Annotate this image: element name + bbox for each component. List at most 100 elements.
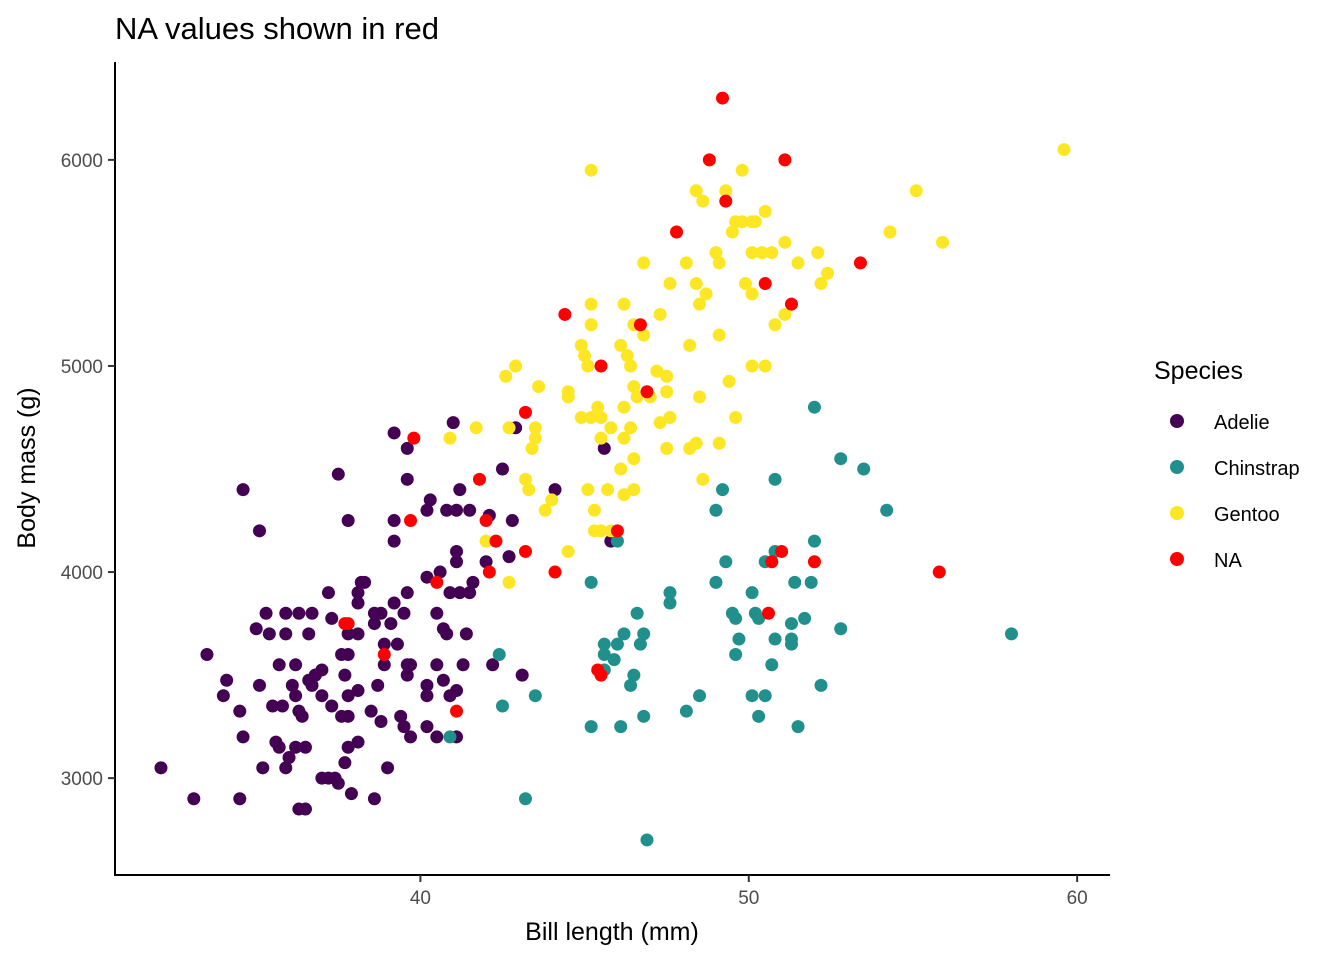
point-gentoo [689,277,703,291]
point-na [404,514,418,528]
point-gentoo [528,431,542,445]
point-gentoo [689,184,703,198]
point-gentoo [528,421,542,435]
y-axis-title: Body mass (g) [13,387,41,548]
point-gentoo [581,483,595,497]
point-gentoo [735,215,749,229]
point-gentoo [627,380,641,394]
point-adelie [387,534,401,548]
y-axis-ticks: 3000 4000 5000 6000 [61,151,115,790]
point-gentoo [617,297,631,311]
point-na [719,194,733,208]
point-adelie [295,709,309,723]
x-tick-label: 50 [738,888,759,909]
point-adelie [249,622,263,636]
point-na [548,565,562,579]
point-adelie [390,637,404,651]
point-adelie [495,462,509,476]
point-chinstrap [679,704,693,718]
point-gentoo [617,431,631,445]
point-adelie [351,627,365,641]
point-gentoo [502,421,516,435]
point-chinstrap [807,400,821,414]
point-chinstrap [798,611,812,625]
point-chinstrap [584,575,598,589]
point-chinstrap [791,720,805,734]
point-adelie [233,704,247,718]
point-gentoo [693,297,707,311]
point-adelie [397,606,411,620]
point-adelie [289,689,303,703]
point-na [758,277,772,291]
point-na [761,606,775,620]
point-adelie [321,586,335,600]
point-adelie [400,441,414,455]
point-adelie [351,684,365,698]
point-adelie [420,678,434,692]
point-gentoo [745,359,759,373]
point-na [489,534,503,548]
point-na [633,318,647,332]
point-na [640,385,654,399]
point-adelie [236,483,250,497]
point-chinstrap [495,699,509,713]
point-adelie [374,606,388,620]
point-chinstrap [528,689,542,703]
point-adelie [262,627,276,641]
point-na [670,225,684,239]
legend-swatch [1170,552,1184,566]
point-adelie [220,673,234,687]
point-chinstrap [492,647,506,661]
point-adelie [371,678,385,692]
point-adelie [351,586,365,600]
point-chinstrap [768,472,782,486]
point-adelie [358,575,372,589]
point-gentoo [722,374,736,388]
point-adelie [515,668,529,682]
point-na [407,431,421,445]
point-chinstrap [880,503,894,517]
point-gentoo [594,431,608,445]
point-adelie [236,730,250,744]
point-gentoo [587,503,601,517]
point-adelie [289,740,303,754]
point-chinstrap [610,534,624,548]
point-na [778,153,792,167]
chart-title: NA values shown in red [115,11,439,46]
point-gentoo [594,410,608,424]
point-gentoo [637,256,651,270]
point-adelie [404,658,418,672]
point-adelie [459,627,473,641]
point-gentoo [738,277,752,291]
point-gentoo [538,503,552,517]
point-gentoo [745,287,759,301]
x-tick-label: 40 [410,888,431,909]
point-gentoo [748,215,762,229]
point-adelie [233,792,247,806]
point-gentoo [745,246,759,260]
point-adelie [302,627,316,641]
point-gentoo [821,266,835,280]
point-adelie [463,586,477,600]
point-adelie [450,555,464,569]
point-chinstrap [443,730,457,744]
point-gentoo [696,472,710,486]
point-chinstrap [663,596,677,610]
point-na [807,555,821,569]
point-adelie [381,761,395,775]
point-chinstrap [637,627,651,641]
point-gentoo [768,318,782,332]
point-gentoo [614,338,628,352]
point-chinstrap [709,503,723,517]
point-chinstrap [693,689,707,703]
point-adelie [292,606,306,620]
point-adelie [505,514,519,528]
point-na [558,307,572,321]
point-adelie [430,658,444,672]
point-na [932,565,946,579]
point-adelie [200,647,214,661]
point-gentoo [584,297,598,311]
point-chinstrap [765,658,779,672]
point-adelie [453,483,467,497]
point-gentoo [679,256,693,270]
